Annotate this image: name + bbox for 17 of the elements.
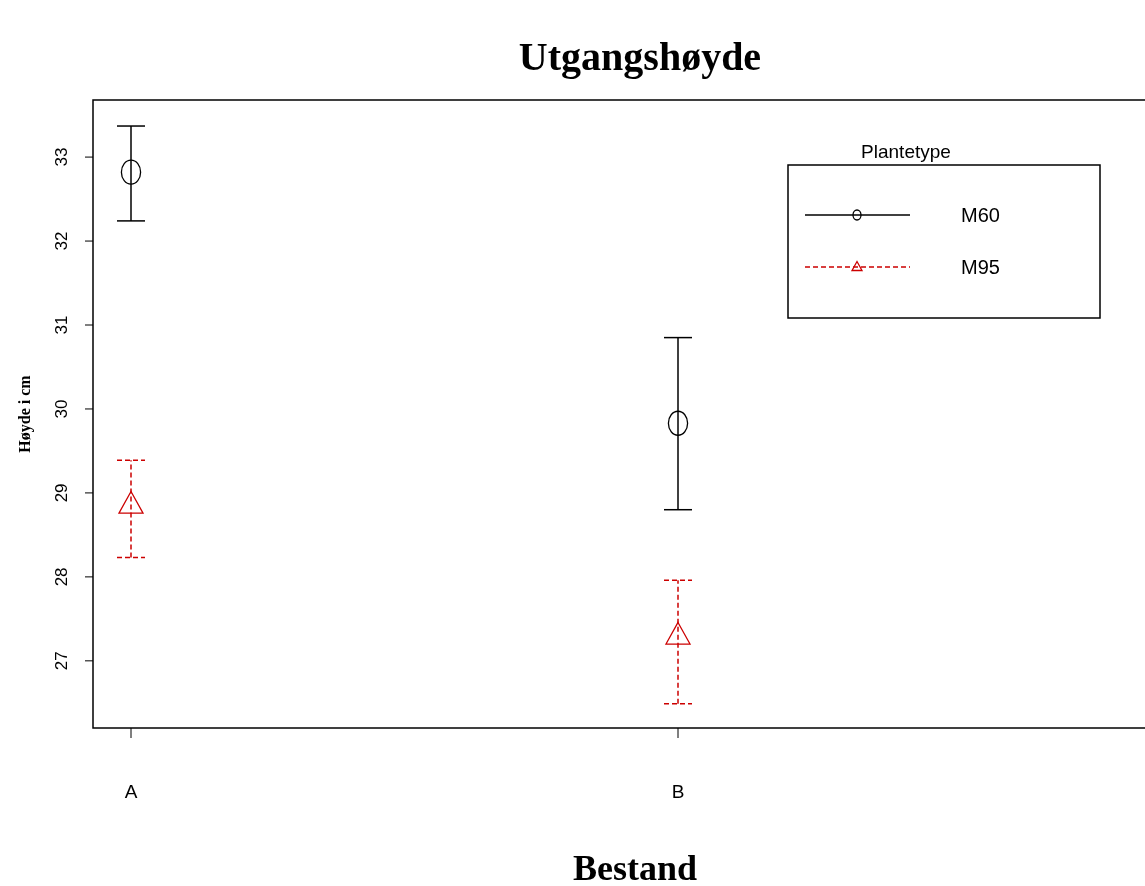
y-axis-title: Høyde i cm (16, 374, 34, 453)
legend-title: Plantetype (861, 141, 951, 162)
x-tick-label: B (671, 781, 685, 802)
point (665, 621, 691, 645)
y-tick-label: 33 (52, 147, 72, 167)
point (120, 159, 142, 185)
chart-title: Utgangshøyde (518, 34, 762, 79)
y-tick-label: 29 (52, 483, 72, 503)
y-tick-label: 30 (52, 399, 72, 419)
point (667, 410, 689, 436)
x-axis-title: Bestand (572, 848, 698, 886)
x-tick-label: A (124, 781, 138, 802)
point (118, 490, 144, 514)
y-tick-label: 28 (52, 567, 72, 587)
y-tick-label: 27 (52, 651, 72, 671)
y-tick-label: 31 (52, 315, 72, 335)
y-tick-label: 32 (52, 231, 72, 251)
